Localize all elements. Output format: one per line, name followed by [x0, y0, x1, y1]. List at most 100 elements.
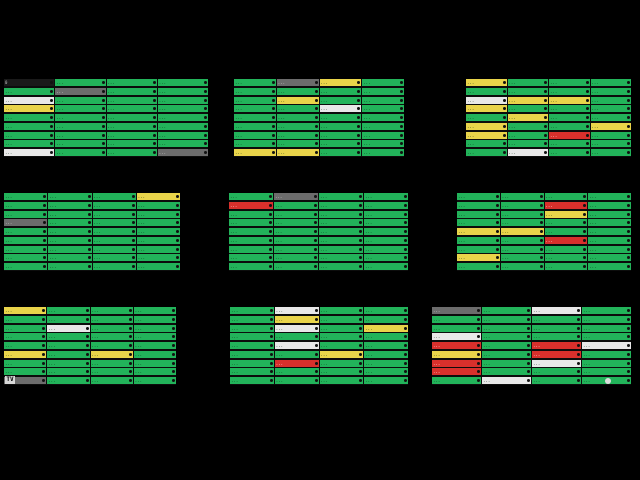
- ticker-cell[interactable]: ...: [588, 210, 631, 218]
- ticker-cell[interactable]: ...: [466, 87, 507, 95]
- ticker-cell[interactable]: ...: [364, 193, 408, 200]
- ticker-cell[interactable]: ...: [507, 114, 548, 122]
- ticker-cell[interactable]: ...: [136, 254, 180, 262]
- ticker-cell[interactable]: ...: [364, 350, 408, 358]
- ticker-cell[interactable]: ...: [136, 263, 180, 271]
- ticker-cell[interactable]: ...: [549, 131, 590, 139]
- ticker-cell[interactable]: ...: [549, 149, 590, 157]
- ticker-cell[interactable]: ...: [48, 236, 92, 244]
- ticker-cell[interactable]: ...: [590, 114, 631, 122]
- ticker-cell[interactable]: ...: [234, 79, 276, 86]
- ticker-cell[interactable]: ...: [276, 114, 319, 122]
- ticker-cell[interactable]: ...: [319, 114, 362, 122]
- ticker-cell[interactable]: ...: [55, 131, 106, 139]
- ticker-cell[interactable]: ...: [319, 140, 362, 148]
- ticker-cell[interactable]: ...: [234, 140, 276, 148]
- ticker-cell[interactable]: ...: [48, 219, 92, 227]
- ticker-cell[interactable]: ...: [500, 254, 544, 262]
- ticker-cell[interactable]: ...: [319, 219, 363, 227]
- ticker-cell[interactable]: ...: [4, 368, 47, 376]
- ticker-cell[interactable]: ...: [532, 342, 581, 350]
- ticker-cell[interactable]: ...: [106, 79, 157, 86]
- ticker-cell[interactable]: ...: [364, 333, 408, 341]
- ticker-cell[interactable]: ...: [466, 131, 507, 139]
- ticker-cell[interactable]: ...: [544, 219, 588, 227]
- ticker-cell[interactable]: ...: [230, 377, 274, 385]
- ticker-cell[interactable]: ...: [276, 149, 319, 157]
- ticker-cell[interactable]: ...: [274, 359, 319, 367]
- ticker-cell[interactable]: ...: [48, 210, 92, 218]
- ticker-cell[interactable]: ...: [136, 228, 180, 236]
- ticker-cell[interactable]: ...: [92, 193, 136, 200]
- ticker-cell[interactable]: ...: [588, 219, 631, 227]
- ticker-cell[interactable]: ...: [55, 114, 106, 122]
- ticker-cell[interactable]: ...: [582, 342, 631, 350]
- ticker-cell[interactable]: ...: [92, 263, 136, 271]
- ticker-cell[interactable]: ...: [230, 333, 274, 341]
- ticker-cell[interactable]: ...: [274, 201, 318, 209]
- ticker-cell[interactable]: ...: [47, 368, 90, 376]
- ticker-cell[interactable]: ...: [4, 193, 48, 200]
- ticker-cell[interactable]: ...: [319, 324, 364, 332]
- ticker-cell[interactable]: ...: [319, 79, 362, 86]
- ticker-cell[interactable]: ...: [590, 96, 631, 104]
- ticker-cell[interactable]: ...: [588, 228, 631, 236]
- ticker-cell[interactable]: ...: [274, 263, 318, 271]
- ticker-cell[interactable]: ...: [482, 377, 531, 385]
- ticker-cell[interactable]: ...: [364, 254, 408, 262]
- ticker-cell[interactable]: ...: [457, 210, 500, 218]
- ticker-cell[interactable]: ...: [92, 245, 136, 253]
- ticker-cell[interactable]: ...: [48, 245, 92, 253]
- ticker-cell[interactable]: ...: [234, 114, 276, 122]
- ticker-cell[interactable]: ...: [4, 245, 48, 253]
- ticker-cell[interactable]: ...: [319, 368, 364, 376]
- ticker-cell[interactable]: ...: [276, 140, 319, 148]
- ticker-cell[interactable]: ...: [4, 342, 47, 350]
- ticker-cell[interactable]: ...: [4, 149, 55, 157]
- ticker-cell[interactable]: ...: [432, 377, 481, 385]
- ticker-cell[interactable]: ...: [157, 87, 208, 95]
- ticker-cell[interactable]: ...: [432, 333, 481, 341]
- ticker-cell[interactable]: ...: [229, 254, 273, 262]
- ticker-cell[interactable]: ...: [432, 350, 481, 358]
- ticker-cell[interactable]: ...: [466, 149, 507, 157]
- ticker-cell[interactable]: ...: [588, 254, 631, 262]
- ticker-cell[interactable]: ...: [590, 140, 631, 148]
- ticker-cell[interactable]: ...: [432, 307, 481, 314]
- ticker-cell[interactable]: ...: [319, 350, 364, 358]
- ticker-cell[interactable]: ...: [229, 236, 273, 244]
- ticker-cell[interactable]: ...: [319, 193, 363, 200]
- ticker-cell[interactable]: ...: [544, 193, 588, 200]
- ticker-cell[interactable]: ...: [47, 315, 90, 323]
- ticker-cell[interactable]: ...: [133, 315, 176, 323]
- ticker-cell[interactable]: ...: [362, 105, 404, 113]
- ticker-cell[interactable]: ...: [482, 342, 531, 350]
- ticker-cell[interactable]: ...: [457, 245, 500, 253]
- ticker-cell[interactable]: ...: [466, 79, 507, 86]
- ticker-cell[interactable]: ...: [157, 79, 208, 86]
- ticker-cell[interactable]: ...: [364, 245, 408, 253]
- ticker-cell[interactable]: ...: [133, 307, 176, 314]
- ticker-cell[interactable]: ...: [582, 324, 631, 332]
- ticker-cell[interactable]: ...: [362, 114, 404, 122]
- ticker-cell[interactable]: ...: [362, 140, 404, 148]
- ticker-cell[interactable]: ...: [274, 333, 319, 341]
- ticker-cell[interactable]: ...: [532, 307, 581, 314]
- ticker-cell[interactable]: ...: [55, 122, 106, 130]
- ticker-cell[interactable]: ...: [457, 201, 500, 209]
- ticker-cell[interactable]: ...: [364, 210, 408, 218]
- ticker-cell[interactable]: ...: [106, 140, 157, 148]
- ticker-cell[interactable]: ...: [362, 79, 404, 86]
- ticker-cell[interactable]: ...: [432, 315, 481, 323]
- ticker-cell[interactable]: ...: [276, 79, 319, 86]
- ticker-cell[interactable]: ...: [532, 333, 581, 341]
- ticker-cell[interactable]: ...: [133, 333, 176, 341]
- ticker-cell[interactable]: ...: [230, 315, 274, 323]
- ticker-cell[interactable]: ...: [92, 254, 136, 262]
- ticker-cell[interactable]: ...: [549, 140, 590, 148]
- ticker-cell[interactable]: ...: [364, 359, 408, 367]
- ticker-cell[interactable]: ...: [229, 201, 273, 209]
- ticker-cell[interactable]: ...: [500, 201, 544, 209]
- ticker-cell[interactable]: ...: [230, 350, 274, 358]
- ticker-cell[interactable]: ...: [466, 105, 507, 113]
